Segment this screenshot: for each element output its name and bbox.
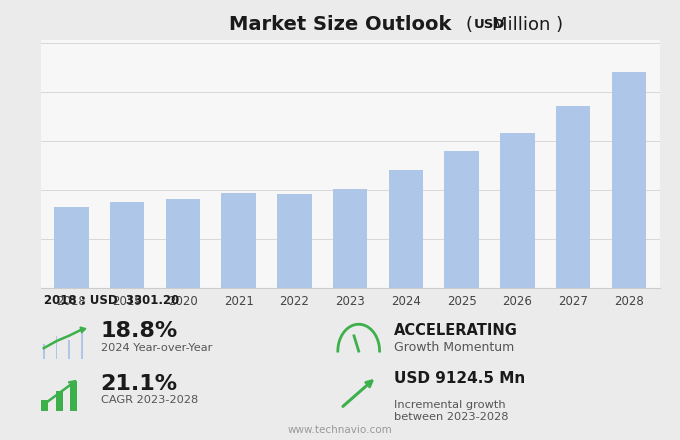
Text: Incremental growth
between 2023-2028: Incremental growth between 2023-2028 [394, 400, 509, 422]
Bar [389, 170, 423, 288]
Bar [166, 199, 200, 288]
Bar [333, 189, 367, 288]
Bar [56, 391, 63, 411]
Bar [70, 381, 78, 411]
Bar [81, 327, 83, 359]
Bar [611, 72, 646, 288]
Bar [41, 400, 48, 411]
Bar [56, 336, 57, 359]
Text: 2018 : USD  3301.20: 2018 : USD 3301.20 [44, 293, 180, 307]
Bar [110, 202, 144, 288]
Text: Growth Momentum: Growth Momentum [394, 341, 515, 354]
Bar [43, 344, 45, 359]
Bar [556, 106, 590, 288]
Text: Market Size Outlook: Market Size Outlook [228, 15, 452, 34]
Text: USD 9124.5 Mn: USD 9124.5 Mn [394, 371, 526, 386]
Bar [69, 340, 70, 359]
Text: 2024 Year-over-Year: 2024 Year-over-Year [101, 343, 212, 352]
Text: www.technavio.com: www.technavio.com [288, 425, 392, 435]
Text: ACCELERATING: ACCELERATING [394, 323, 518, 338]
Text: 21.1%: 21.1% [101, 374, 177, 394]
Text: USD: USD [474, 18, 505, 31]
Bar [54, 207, 89, 288]
Text: CAGR 2023-2028: CAGR 2023-2028 [101, 396, 198, 405]
Bar [445, 150, 479, 288]
Text: 18.8%: 18.8% [101, 321, 178, 341]
Text: (: ( [466, 16, 473, 33]
Bar [222, 193, 256, 288]
Bar [500, 133, 534, 288]
Text: Million ): Million ) [492, 16, 563, 33]
Bar [277, 194, 311, 288]
